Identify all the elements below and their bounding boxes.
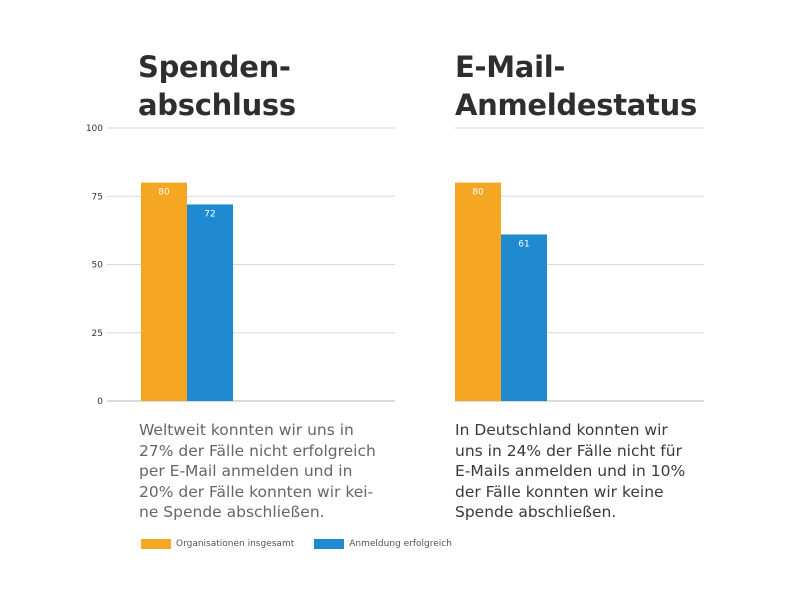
caption-line: 27% der Fälle nicht erfolgreich xyxy=(139,441,376,460)
chart-2-data-label: 80 xyxy=(472,188,484,198)
chart-1-ytick-label: 75 xyxy=(92,192,103,202)
chart-2-title: E-Mail- Anmeldestatus xyxy=(455,48,755,124)
caption-line: In Deutschland konnten wir xyxy=(455,421,668,439)
chart-2-data-label: 61 xyxy=(518,239,529,249)
legend-label: Anmeldung erfolgreich xyxy=(349,539,452,549)
chart-1-data-label: 72 xyxy=(204,209,215,219)
chart-1-ytick-label: 0 xyxy=(97,397,103,407)
chart-1-data-label: 80 xyxy=(158,188,170,198)
legend-swatch xyxy=(314,539,345,549)
legend-swatch xyxy=(141,539,171,549)
legend-label: Organisationen insgesamt xyxy=(176,539,295,549)
chart-1-title-line: abschluss xyxy=(138,88,296,122)
chart-1-ytick-label: 100 xyxy=(86,124,103,134)
caption-line: ne Spende abschließen. xyxy=(139,503,325,521)
caption-line: Weltweit konnten wir uns in xyxy=(139,421,354,439)
legend-item: Anmeldung erfolgreich xyxy=(314,539,452,549)
caption-line: Spende abschließen. xyxy=(455,503,617,521)
chart-2-bar-organisationen xyxy=(455,182,501,401)
chart-1-title: Spenden- abschluss xyxy=(138,48,398,124)
legend: Organisationen insgesamt Anmeldung erfol… xyxy=(141,539,472,549)
chart-2-title-line: E-Mail- xyxy=(455,50,566,84)
chart-1-bar-anmeldung xyxy=(187,204,233,401)
caption-line: uns in 24% der Fälle nicht für xyxy=(455,441,682,460)
caption-line: E-Mails anmelden und in 10% xyxy=(455,462,686,480)
chart-2-bar-anmeldung xyxy=(501,234,547,401)
legend-item: Organisationen insgesamt xyxy=(141,539,294,549)
caption-line: per E-Mail anmelden und in xyxy=(139,462,353,480)
chart-1-caption: Weltweit konnten wir uns in 27% der Fäll… xyxy=(139,420,404,523)
chart-1-ytick-label: 50 xyxy=(92,261,104,271)
caption-line: 20% der Fälle konnten wir kei- xyxy=(139,482,374,501)
chart-2-title-line: Anmeldestatus xyxy=(455,88,697,122)
caption-line: der Fälle konnten wir keine xyxy=(455,482,664,501)
chart-1-ytick-label: 25 xyxy=(92,329,103,339)
chart-1-bar-organisationen xyxy=(141,182,187,401)
chart-1-title-line: Spenden- xyxy=(138,50,291,84)
chart-2-caption: In Deutschland konnten wir uns in 24% de… xyxy=(455,420,710,523)
